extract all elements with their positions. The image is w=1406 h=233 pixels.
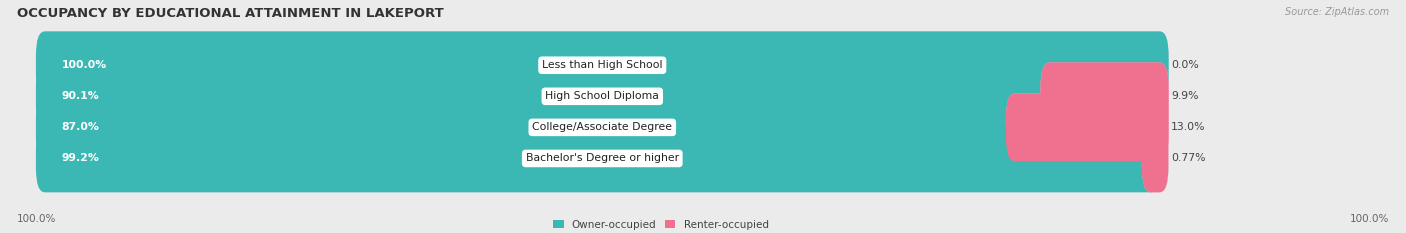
FancyBboxPatch shape — [37, 62, 1168, 130]
Text: 0.0%: 0.0% — [1171, 60, 1199, 70]
FancyBboxPatch shape — [1040, 62, 1168, 130]
FancyBboxPatch shape — [1142, 125, 1168, 192]
Text: 13.0%: 13.0% — [1171, 122, 1205, 132]
FancyBboxPatch shape — [37, 31, 1168, 99]
FancyBboxPatch shape — [37, 62, 1059, 130]
Legend: Owner-occupied, Renter-occupied: Owner-occupied, Renter-occupied — [553, 220, 769, 230]
Text: College/Associate Degree: College/Associate Degree — [533, 122, 672, 132]
Text: High School Diploma: High School Diploma — [546, 91, 659, 101]
Text: 100.0%: 100.0% — [1350, 214, 1389, 224]
Text: 99.2%: 99.2% — [62, 154, 100, 163]
FancyBboxPatch shape — [1040, 62, 1168, 130]
Text: 87.0%: 87.0% — [62, 122, 100, 132]
Text: Bachelor's Degree or higher: Bachelor's Degree or higher — [526, 154, 679, 163]
FancyBboxPatch shape — [1005, 93, 1168, 161]
FancyBboxPatch shape — [37, 31, 1168, 99]
FancyBboxPatch shape — [1005, 93, 1168, 161]
Text: 100.0%: 100.0% — [17, 214, 56, 224]
FancyBboxPatch shape — [37, 93, 1168, 161]
Text: OCCUPANCY BY EDUCATIONAL ATTAINMENT IN LAKEPORT: OCCUPANCY BY EDUCATIONAL ATTAINMENT IN L… — [17, 7, 444, 20]
Text: 100.0%: 100.0% — [62, 60, 107, 70]
Text: 90.1%: 90.1% — [62, 91, 100, 101]
Text: Less than High School: Less than High School — [543, 60, 662, 70]
FancyBboxPatch shape — [37, 93, 1024, 161]
Text: Source: ZipAtlas.com: Source: ZipAtlas.com — [1285, 7, 1389, 17]
Text: 0.77%: 0.77% — [1171, 154, 1205, 163]
FancyBboxPatch shape — [37, 125, 1160, 192]
Text: 9.9%: 9.9% — [1171, 91, 1198, 101]
FancyBboxPatch shape — [37, 125, 1168, 192]
FancyBboxPatch shape — [1142, 125, 1168, 192]
